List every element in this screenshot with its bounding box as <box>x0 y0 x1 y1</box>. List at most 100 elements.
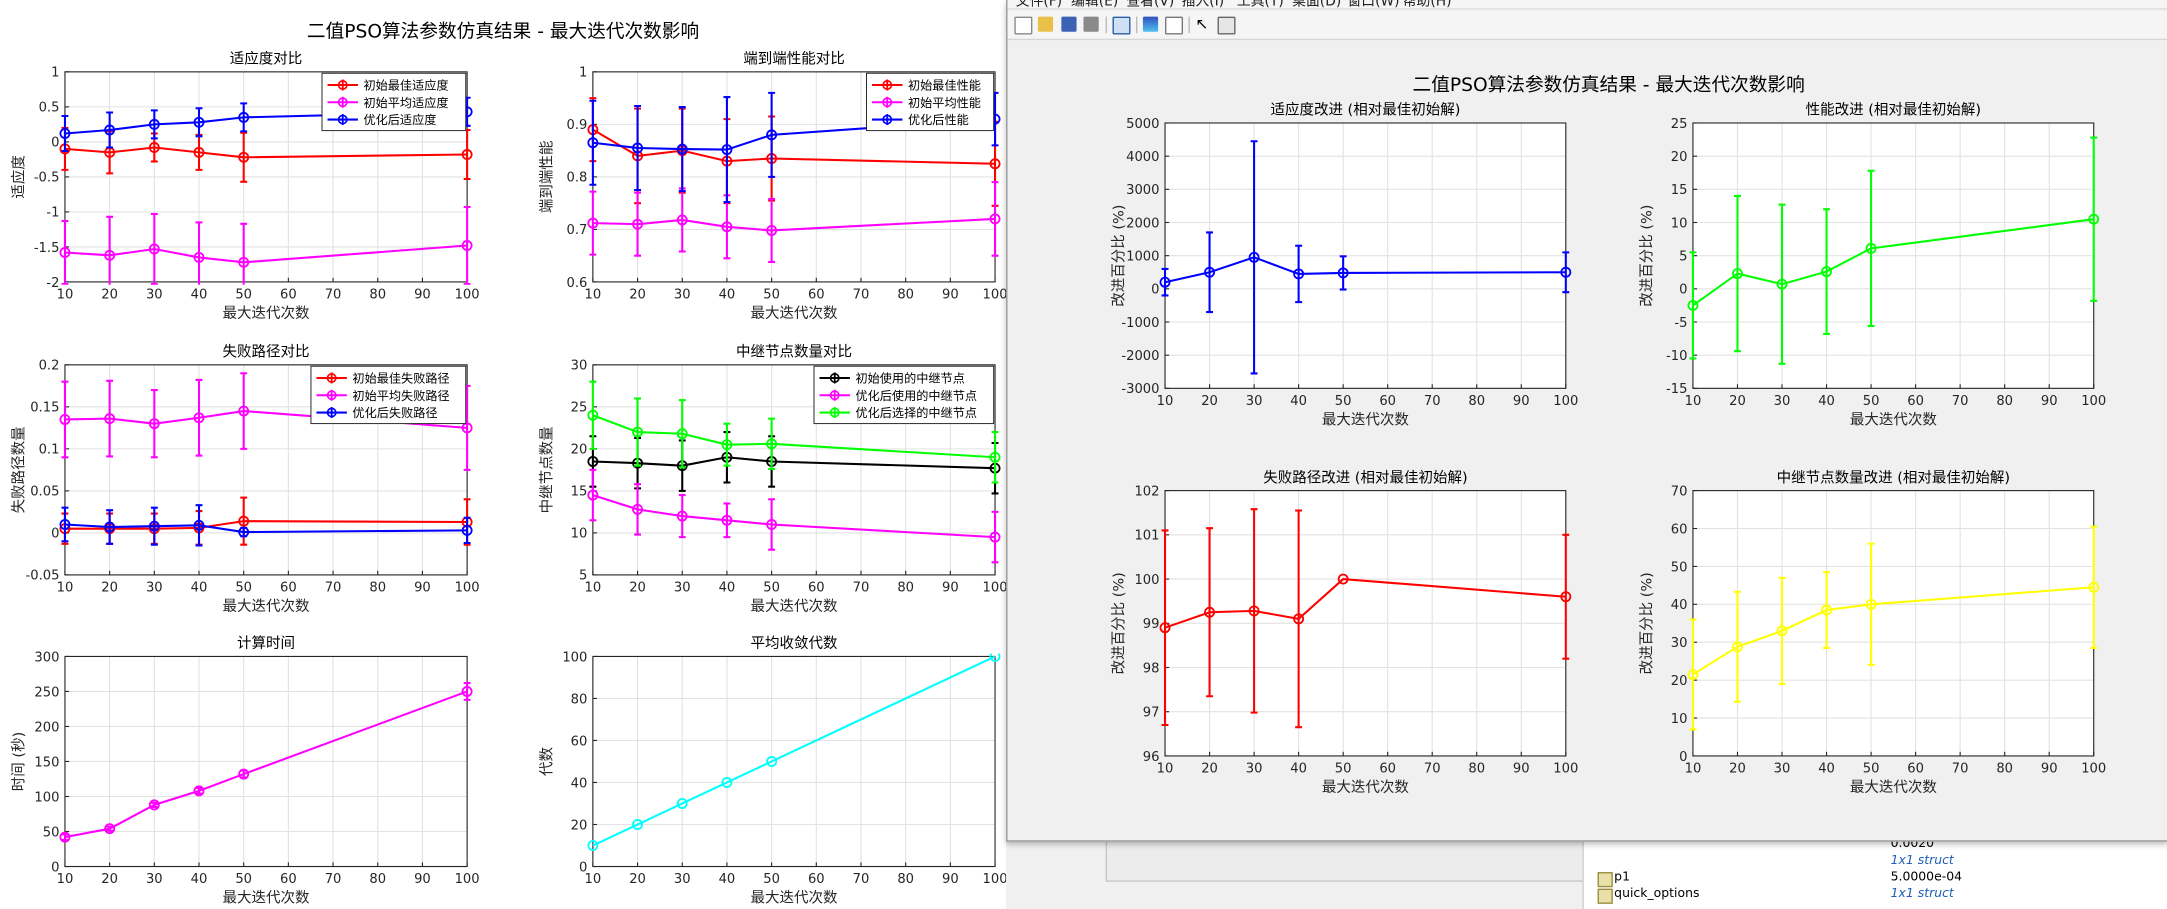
legend-label: 初始平均适应度 <box>363 95 448 110</box>
x-tick-label: 70 <box>325 580 342 595</box>
series-line <box>592 655 996 847</box>
y-tick-label: 0.9 <box>566 118 587 133</box>
workspace-row[interactable]: quick_options 1x1 struct <box>1584 887 2167 904</box>
x-tick-label: 20 <box>1201 762 1218 777</box>
figure-right: 文件(F) 编辑(E) 查看(V) 插入(I) 工具(T) 桌面(D) 窗口(W) 帮助(H)… <box>1006 0 2167 842</box>
legend-marker <box>829 390 840 401</box>
new-figure-icon[interactable] <box>1014 16 1033 35</box>
y-tick-label: 20 <box>1671 674 1688 689</box>
x-tick-label: 20 <box>101 288 118 303</box>
data-point <box>148 243 160 255</box>
data-point <box>461 240 473 251</box>
toolbar-separator <box>1188 16 1190 34</box>
data-point <box>1293 613 1305 625</box>
variable-value[interactable]: 1x1 struct <box>1890 854 1954 868</box>
data-point <box>104 413 116 425</box>
data-point <box>1159 622 1171 634</box>
colorbar-icon[interactable] <box>1142 16 1159 32</box>
menu-item[interactable]: 插入(I) <box>1181 0 1225 10</box>
data-point <box>59 831 71 843</box>
toolbar-separator <box>1105 16 1107 34</box>
x-tick-label: 60 <box>280 580 297 595</box>
y-tick-label: -0.05 <box>26 569 60 584</box>
y-tick-label: 0.1 <box>39 443 60 458</box>
legend-icon[interactable] <box>1165 16 1183 35</box>
data-point <box>1687 299 1699 311</box>
series-line <box>1164 577 1566 629</box>
workspace-row[interactable]: p1 5.0000e-04 <box>1584 871 2167 888</box>
legend-marker <box>326 373 337 383</box>
x-tick-label: 50 <box>235 288 252 303</box>
open-folder-icon[interactable] <box>1037 16 1054 32</box>
menu-item[interactable]: 帮助(H) <box>1402 0 1452 10</box>
link-plot-icon[interactable] <box>1112 16 1131 35</box>
print-icon[interactable] <box>1083 16 1099 32</box>
menu-item[interactable]: 文件(F) <box>1015 0 1063 10</box>
x-tick-label: 80 <box>1468 762 1485 777</box>
x-axis-label: 最大迭代次数 <box>1322 779 1409 796</box>
data-point <box>1687 668 1699 680</box>
workspace-row[interactable]: 1x1 struct <box>1584 854 2167 871</box>
chart-title: 适应度对比 <box>230 50 303 68</box>
x-tick-label: 40 <box>191 872 208 887</box>
y-tick-label: 5 <box>579 569 587 584</box>
x-tick-label: 100 <box>983 288 1007 303</box>
menu-item[interactable]: 工具(T) <box>1236 0 1284 10</box>
data-point <box>1865 598 1877 610</box>
y-axis-label: 端到端性能 <box>538 141 555 214</box>
x-tick-label: 90 <box>942 288 959 303</box>
y-tick-label: 10 <box>1671 216 1688 231</box>
data-point <box>676 143 688 155</box>
x-tick-label: 90 <box>414 288 431 303</box>
y-tick-label: 0 <box>51 860 59 875</box>
x-tick-label: 10 <box>57 288 74 303</box>
x-tick-label: 80 <box>369 288 386 303</box>
x-tick-label: 30 <box>146 580 163 595</box>
data-point <box>766 225 778 236</box>
data-point <box>1159 276 1171 288</box>
menu-item[interactable]: 编辑(E) <box>1071 0 1119 10</box>
data-point <box>193 412 205 424</box>
y-tick-label: 50 <box>43 825 60 840</box>
x-tick-label: 80 <box>369 872 386 887</box>
variable-value[interactable]: 1x1 struct <box>1890 887 1954 902</box>
x-tick-label: 80 <box>1996 762 2013 777</box>
data-point <box>238 405 250 417</box>
y-tick-label: 40 <box>571 776 588 791</box>
x-tick-label: 30 <box>674 580 691 595</box>
data-point <box>148 418 160 430</box>
y-tick-label: 15 <box>1671 183 1688 198</box>
y-tick-label: 0.2 <box>39 359 60 374</box>
data-point <box>238 515 250 527</box>
y-tick-label: 30 <box>1671 636 1688 651</box>
menu-item[interactable]: 查看(V) <box>1126 0 1175 10</box>
x-tick-label: 100 <box>983 580 1007 595</box>
menu-item[interactable]: 窗口(W) <box>1347 0 1400 10</box>
y-axis-label: 适应度 <box>9 155 27 199</box>
property-editor-icon[interactable] <box>1217 16 1236 35</box>
x-tick-label: 20 <box>629 288 646 303</box>
y-tick-label: 10 <box>1671 712 1688 727</box>
data-point <box>766 129 778 141</box>
toolbar: ↖ <box>1007 11 2167 41</box>
data-point <box>587 456 599 467</box>
x-tick-label: 10 <box>585 288 602 303</box>
data-point <box>632 426 644 438</box>
save-icon[interactable] <box>1061 16 1077 32</box>
x-tick-label: 90 <box>1513 762 1530 777</box>
x-tick-label: 70 <box>853 872 870 887</box>
plot-area <box>1692 490 2094 756</box>
data-point <box>676 214 688 226</box>
x-tick-label: 30 <box>674 288 691 303</box>
series-line <box>1692 586 2094 676</box>
x-tick-label: 30 <box>1774 762 1791 777</box>
data-point <box>721 514 733 526</box>
series-line <box>64 690 468 839</box>
x-tick-label: 80 <box>369 580 386 595</box>
menu-item[interactable]: 桌面(D) <box>1292 0 1342 10</box>
x-tick-label: 100 <box>2081 394 2106 409</box>
y-tick-label: 15 <box>571 485 588 500</box>
pointer-icon[interactable]: ↖ <box>1195 15 1209 34</box>
data-point <box>587 840 599 851</box>
data-point <box>104 823 116 835</box>
